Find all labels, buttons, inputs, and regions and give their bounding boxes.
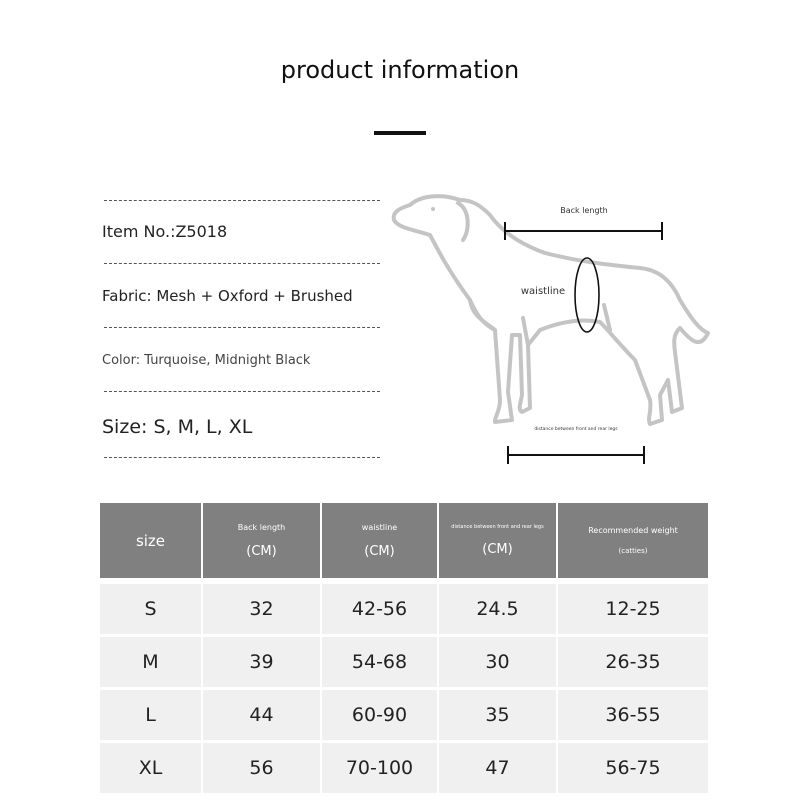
cell: 30: [439, 637, 556, 690]
cell: 12-25: [558, 584, 708, 637]
color-info: Color: Turquoise, Midnight Black: [102, 353, 311, 368]
back-length-bar: [504, 222, 663, 240]
cell: 54-68: [322, 637, 437, 690]
divider: [104, 200, 380, 201]
cell: M: [100, 637, 201, 690]
divider: [104, 457, 380, 458]
title-underline: [374, 131, 426, 135]
cell: 39: [203, 637, 320, 690]
header-back-length: Back length (CM): [203, 503, 320, 578]
cell: 35: [439, 690, 556, 743]
cell: 56-75: [558, 743, 708, 796]
table-row: L 44 60-90 35 36-55: [100, 690, 708, 743]
header-size: size: [100, 503, 201, 578]
cell: 47: [439, 743, 556, 796]
cell: S: [100, 584, 201, 637]
cell: 24.5: [439, 584, 556, 637]
item-number: Item No.:Z5018: [102, 222, 228, 241]
fabric-info: Fabric: Mesh + Oxford + Brushed: [102, 287, 353, 305]
divider: [104, 327, 380, 328]
header-waistline: waistline (CM): [322, 503, 437, 578]
waistline-label: waistline: [521, 286, 565, 297]
cell: 36-55: [558, 690, 708, 743]
size-table: size Back length (CM) waistline (CM) dista…: [98, 503, 710, 796]
leg-distance-bar: [507, 446, 645, 464]
page-title: product information: [280, 56, 520, 84]
table-row: XL 56 70-100 47 56-75: [100, 743, 708, 796]
header-leg-distance: distance between front and rear legs (CM): [439, 503, 556, 578]
divider: [104, 263, 380, 264]
cell: 70-100: [322, 743, 437, 796]
cell: 56: [203, 743, 320, 796]
dog-eye-icon: [431, 207, 435, 211]
back-length-label: Back length: [560, 206, 607, 215]
table-row: M 39 54-68 30 26-35: [100, 637, 708, 690]
cell: XL: [100, 743, 201, 796]
cell: 60-90: [322, 690, 437, 743]
divider: [104, 391, 380, 392]
header-weight: Recommended weight (catties): [558, 503, 708, 578]
dog-measurement-diagram: Back length waistline distance between f…: [391, 194, 710, 464]
cell: 32: [203, 584, 320, 637]
waistline-ring: [574, 257, 600, 333]
cell: 42-56: [322, 584, 437, 637]
leg-distance-label: distance between front and rear legs: [534, 426, 618, 432]
table-row: S 32 42-56 24.5 12-25: [100, 584, 708, 637]
size-info: Size: S, M, L, XL: [102, 416, 253, 438]
cell: 26-35: [558, 637, 708, 690]
cell: 44: [203, 690, 320, 743]
cell: L: [100, 690, 201, 743]
dog-outline-icon: [391, 194, 710, 426]
table-header-row: size Back length (CM) waistline (CM) dista…: [100, 503, 708, 578]
